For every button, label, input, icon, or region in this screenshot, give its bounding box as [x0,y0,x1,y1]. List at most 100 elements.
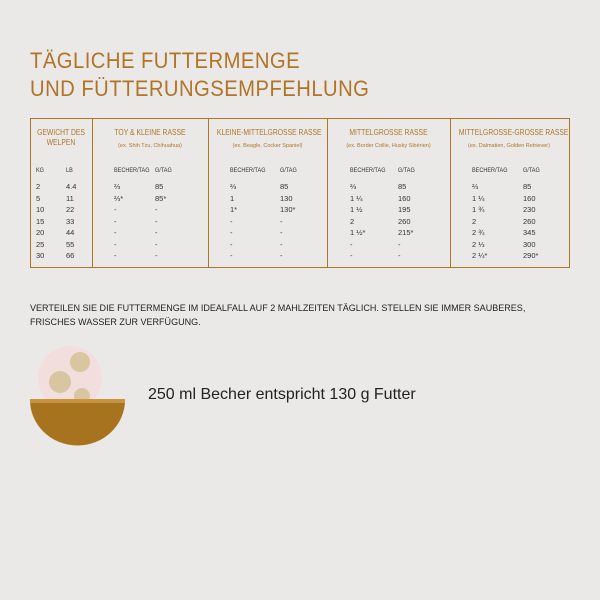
cell: - [280,228,283,237]
cell: 2 [36,182,41,191]
group-example: (ex. Shih Tzu, Chihuahua) [118,143,182,149]
cell: 195 [398,205,411,214]
cell: 1 ¼ [350,193,363,203]
cell: 1* [230,205,238,214]
sub-header: G/TAG [155,167,172,174]
cell: 85 [155,182,164,191]
cell: 160 [523,193,536,203]
cell: 215* [398,228,414,237]
cell: 2 ¾ [472,228,485,237]
cell: 33 [66,216,75,226]
cell: - [350,251,353,260]
cell: - [230,228,233,237]
title: UND FÜTTERUNGSEMPFEHLUNG [30,76,370,101]
cup-info: 250 ml Becher entspricht 130 g Futter [148,386,416,403]
cell: - [398,251,401,260]
group-example: (ex. Dalmatien, Golden Retriever) [468,143,550,149]
cell: - [230,239,233,249]
sub-header: G/TAG [398,167,415,174]
bowl-icon [30,346,125,446]
cell: - [155,205,158,214]
cell: 1 ½* [350,228,366,237]
cell: - [155,216,158,226]
group-example: (ex. Beagle, Cocker Spaniel) [232,143,303,149]
cell: - [155,251,158,260]
sub-header: BECHER/TAG [350,167,386,174]
group-name: KLEINE-MITTELGROSSE RASSE [216,128,322,137]
cell: 1 [230,193,235,203]
cell: - [114,228,117,237]
cell: - [398,239,401,249]
sub-header: BECHER/TAG [230,167,266,174]
cell: 260 [523,216,536,226]
cell: 1 ¾ [472,205,485,214]
cell: 22 [66,205,75,214]
cell: 2 [472,216,477,226]
cell: 66 [66,251,75,260]
cell: - [114,216,117,226]
cell: 55 [66,239,75,249]
group-name: TOY & KLEINE RASSE [114,128,186,137]
cell: 2 ⅓ [472,239,485,249]
table-border [30,118,570,268]
group-name: MITTELGROSSE-GROSSE RASSE [458,128,569,137]
cell: 85 [280,182,289,191]
divider [327,118,328,268]
cell: ⅔ [114,182,121,191]
cell: 85* [155,193,167,203]
divider [208,118,209,268]
title: TÄGLICHE FUTTERMENGE [30,48,301,73]
cell: 290* [523,251,539,260]
sub-header: G/TAG [280,167,297,174]
cell: 11 [66,193,74,203]
cell: 25 [36,239,45,249]
cell: 4.4 [66,182,77,191]
sub-header: BECHER/TAG [114,167,150,174]
cell: 2 [350,216,355,226]
note: VERTEILEN SIE DIE FUTTERMENGE IM IDEALFA… [30,303,526,328]
cell: 260 [398,216,411,226]
cell: - [280,239,283,249]
cell: 30 [36,251,45,260]
cell: 1 ¼ [472,193,485,203]
cell: 10 [36,205,45,214]
cell: 85 [523,182,532,191]
cell: - [280,251,283,260]
unit-header: LB [66,167,73,174]
cell: 160 [398,193,411,203]
cell: ⅔ [350,182,357,191]
cell: - [155,239,158,249]
cell: ⅔ [230,182,237,191]
cell: 130 [280,193,293,203]
weight-header: GEWICHT DES WELPEN [37,128,85,147]
cell: 1 ½ [350,205,363,214]
cell: ⅔ [472,182,479,191]
unit-header: KG [36,167,44,174]
cell: - [155,228,158,237]
cell: 2 ¼* [472,251,488,260]
divider [92,118,93,268]
cell: 5 [36,193,41,203]
cell: - [350,239,353,249]
cell: 20 [36,228,45,237]
cell: ⅔* [114,193,124,203]
cell: - [230,251,233,260]
cell: - [114,205,117,214]
sub-header: G/TAG [523,167,540,174]
cell: - [280,216,283,226]
cell: 230 [523,205,536,214]
divider [450,118,451,268]
cell: 44 [66,228,75,237]
sub-header: BECHER/TAG [472,167,508,174]
cell: 345 [523,228,536,237]
cell: - [114,239,117,249]
group-name: MITTELGROSSE RASSE [349,128,428,137]
group-example: (ex. Border Collie, Husky Sibérien) [346,143,431,149]
cell: - [230,216,233,226]
cell: - [114,251,117,260]
cell: 130* [280,205,296,214]
cell: 85 [398,182,407,191]
cell: 300 [523,239,536,249]
cell: 15 [36,216,45,226]
